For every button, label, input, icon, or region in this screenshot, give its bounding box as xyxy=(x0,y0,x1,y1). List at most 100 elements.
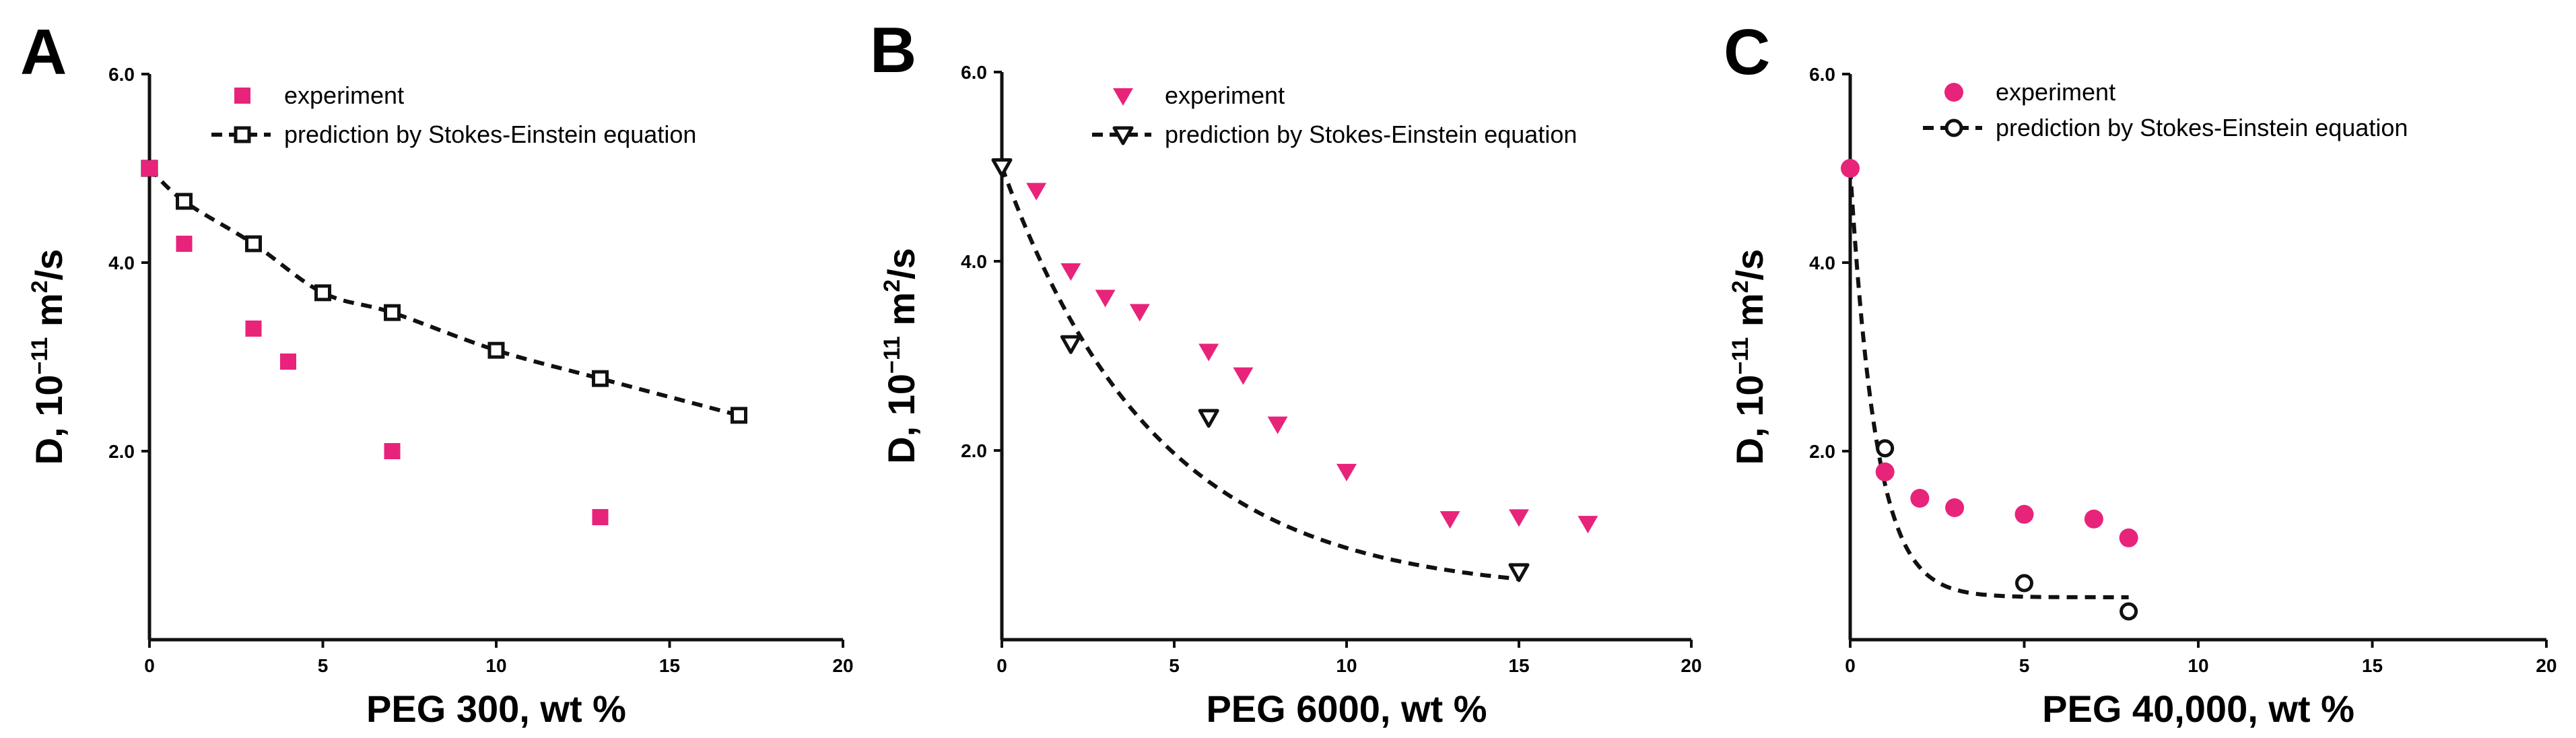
prediction-point-7 xyxy=(731,407,747,424)
panel-letter: C xyxy=(1724,16,1770,88)
legend-experiment-label: experiment xyxy=(1165,81,1285,109)
x-tick-label: 15 xyxy=(1508,655,1529,676)
legend-experiment-label: experiment xyxy=(284,81,404,109)
y-tick-label: 4.0 xyxy=(961,251,987,272)
experiment-point-10 xyxy=(1578,516,1598,534)
x-tick-label: 10 xyxy=(485,655,506,676)
y-axis-label-exponent: −11 xyxy=(1728,337,1753,375)
prediction-point-0 xyxy=(991,158,1013,177)
legend-experiment-marker xyxy=(234,88,250,104)
prediction-point-1 xyxy=(1060,335,1081,354)
experiment-point-1 xyxy=(1875,462,1895,481)
y-tick-label: 4.0 xyxy=(1809,253,1835,273)
experiment-point-1 xyxy=(1060,263,1081,281)
y-axis-label-unit-tail: /s xyxy=(1728,249,1771,281)
experiment-point-0 xyxy=(141,160,158,176)
prediction-curve xyxy=(147,166,740,417)
prediction-point-2 xyxy=(1198,409,1219,428)
y-axis-label-unit: m xyxy=(1728,293,1771,337)
y-axis-label-unit-tail: /s xyxy=(28,249,70,281)
y-axis-label-base: D, 10 xyxy=(880,374,922,464)
experiment-point-0 xyxy=(1841,159,1860,178)
y-tick-label: 6.0 xyxy=(961,62,987,83)
experiment-point-4 xyxy=(384,443,401,459)
experiment-point-9 xyxy=(1509,509,1529,527)
legend-prediction-marker xyxy=(1944,119,1963,137)
x-tick-label: 0 xyxy=(1845,655,1856,676)
experiment-point-6 xyxy=(1267,416,1288,434)
experiment-point-5 xyxy=(592,509,609,525)
y-axis-label-unit: m xyxy=(28,293,70,337)
experiment-point-1 xyxy=(176,236,193,252)
legend-prediction-label: prediction by Stokes-Einstein equation xyxy=(1996,114,2408,141)
x-tick-label: 20 xyxy=(1681,655,1701,676)
x-axis-label: PEG 300, wt % xyxy=(366,687,626,730)
legend-experiment-label: experiment xyxy=(1996,78,2115,106)
y-tick-label: 6.0 xyxy=(108,64,135,85)
experiment-point-6 xyxy=(2119,528,2138,547)
y-axis-label-unit-tail: /s xyxy=(880,248,922,279)
x-tick-label: 10 xyxy=(1336,655,1357,676)
panel-a: A 0 5 10 15 20 2.0 4.0 6.0 PEG 300, wt % D, 10−11 … xyxy=(20,16,854,730)
y-axis-label: D, 10−11 m2/s xyxy=(879,248,922,464)
prediction-point-3 xyxy=(1508,563,1530,582)
prediction-point-4 xyxy=(384,304,401,321)
prediction-point-1 xyxy=(176,193,193,210)
legend-prediction-marker xyxy=(1112,126,1134,145)
experiment-point-4 xyxy=(1198,343,1219,362)
x-tick-label: 5 xyxy=(1169,655,1180,676)
experiment-point-8 xyxy=(1439,511,1460,529)
prediction-point-2 xyxy=(2015,574,2033,593)
panel-c: C 0 5 10 15 20 2.0 4.0 6.0 PEG 40,000, wt % D, 10−… xyxy=(1724,16,2557,730)
y-axis-label: D, 10−11 m2/s xyxy=(27,249,70,465)
experiment-point-2 xyxy=(1095,290,1116,308)
y-axis-label: D, 10−11 m2/s xyxy=(1728,249,1771,465)
experiment-point-0 xyxy=(1026,182,1047,201)
y-tick-label: 2.0 xyxy=(961,440,987,461)
legend-prediction-label: prediction by Stokes-Einstein equation xyxy=(284,121,696,148)
y-axis-label-unit-exponent: 2 xyxy=(27,280,53,293)
experiment-point-5 xyxy=(2084,509,2103,529)
panel-letter: A xyxy=(20,16,67,88)
legend-experiment-marker xyxy=(1113,88,1133,106)
x-tick-label: 0 xyxy=(144,655,155,676)
y-axis-label-base: D, 10 xyxy=(28,374,70,465)
experiment-point-5 xyxy=(1233,367,1254,385)
y-tick-label: 2.0 xyxy=(108,441,135,462)
prediction-curve xyxy=(1848,168,2129,599)
prediction-point-3 xyxy=(314,284,331,302)
prediction-point-5 xyxy=(487,341,505,359)
legend-prediction-label: prediction by Stokes-Einstein equation xyxy=(1165,121,1577,148)
x-tick-label: 0 xyxy=(996,655,1007,676)
x-tick-label: 5 xyxy=(2019,655,2030,676)
prediction-point-2 xyxy=(245,235,262,253)
y-axis-label-unit-exponent: 2 xyxy=(879,279,905,292)
prediction-point-1 xyxy=(1876,439,1895,458)
x-tick-label: 15 xyxy=(659,655,680,676)
x-tick-label: 15 xyxy=(2362,655,2383,676)
prediction-point-3 xyxy=(2120,602,2138,621)
panel-b: B 0 5 10 15 20 2.0 4.0 6.0 PEG 6000, wt % D, 10−11… xyxy=(870,14,1702,730)
experiment-point-2 xyxy=(1910,489,1930,508)
x-axis-label: PEG 6000, wt % xyxy=(1206,687,1487,730)
y-axis-label-exponent: −11 xyxy=(27,337,53,375)
prediction-point-6 xyxy=(592,370,609,387)
legend-prediction-marker xyxy=(234,126,251,143)
y-axis-label-unit-exponent: 2 xyxy=(1728,280,1753,293)
x-tick-label: 5 xyxy=(318,655,329,676)
y-axis-label-exponent: −11 xyxy=(879,336,905,374)
panel-letter: B xyxy=(870,14,916,86)
y-axis-label-unit: m xyxy=(880,292,922,336)
y-axis-label-base: D, 10 xyxy=(1728,374,1771,465)
experiment-point-4 xyxy=(2014,504,2034,524)
experiment-point-3 xyxy=(280,354,296,370)
y-tick-label: 2.0 xyxy=(1809,441,1835,462)
y-tick-label: 6.0 xyxy=(1809,64,1835,85)
x-tick-label: 20 xyxy=(832,655,853,676)
prediction-curve xyxy=(1000,166,1520,581)
x-tick-label: 20 xyxy=(2536,655,2556,676)
y-tick-label: 4.0 xyxy=(108,253,135,273)
legend-experiment-marker xyxy=(1944,83,1963,102)
experiment-point-3 xyxy=(1129,304,1150,322)
